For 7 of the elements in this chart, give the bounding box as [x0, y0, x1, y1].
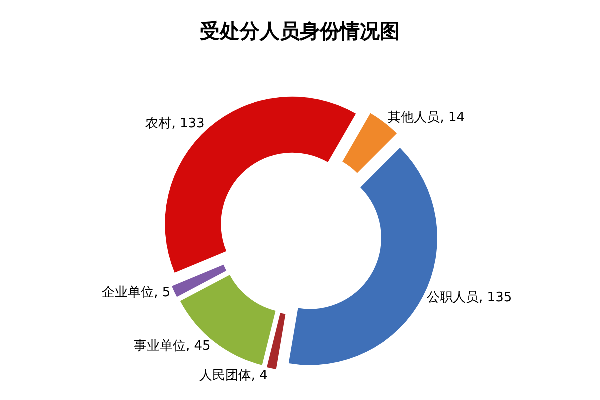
slice-label: 人民团体, 4 [199, 368, 268, 384]
slice-label: 事业单位, 45 [134, 339, 211, 354]
slice-label: 农村, 133 [146, 116, 205, 132]
slice-label: 企业单位, 5 [102, 286, 171, 301]
slice-label: 其他人员, 14 [388, 110, 466, 126]
slice-label: 公职人员, 135 [427, 290, 512, 306]
chart-title: 受处分人员身份情况图 [200, 19, 400, 43]
